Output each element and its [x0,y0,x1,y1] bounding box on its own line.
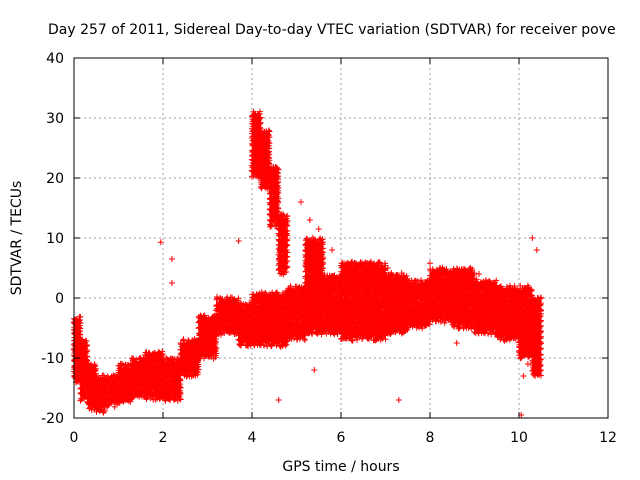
data-point [84,353,91,360]
data-point [83,337,90,344]
data-point [97,406,104,413]
data-point [77,331,84,338]
data-point [284,212,291,219]
data-point [130,355,137,362]
data-point [84,342,91,349]
chart-title: Day 257 of 2011, Sidereal Day-to-day VTE… [48,22,616,38]
data-point [87,361,94,368]
data-points [70,108,545,418]
data-point [77,320,84,327]
data-point [111,403,118,410]
data-point [92,365,99,372]
data-point [77,313,84,320]
data-point [133,356,140,363]
data-point [77,325,84,332]
